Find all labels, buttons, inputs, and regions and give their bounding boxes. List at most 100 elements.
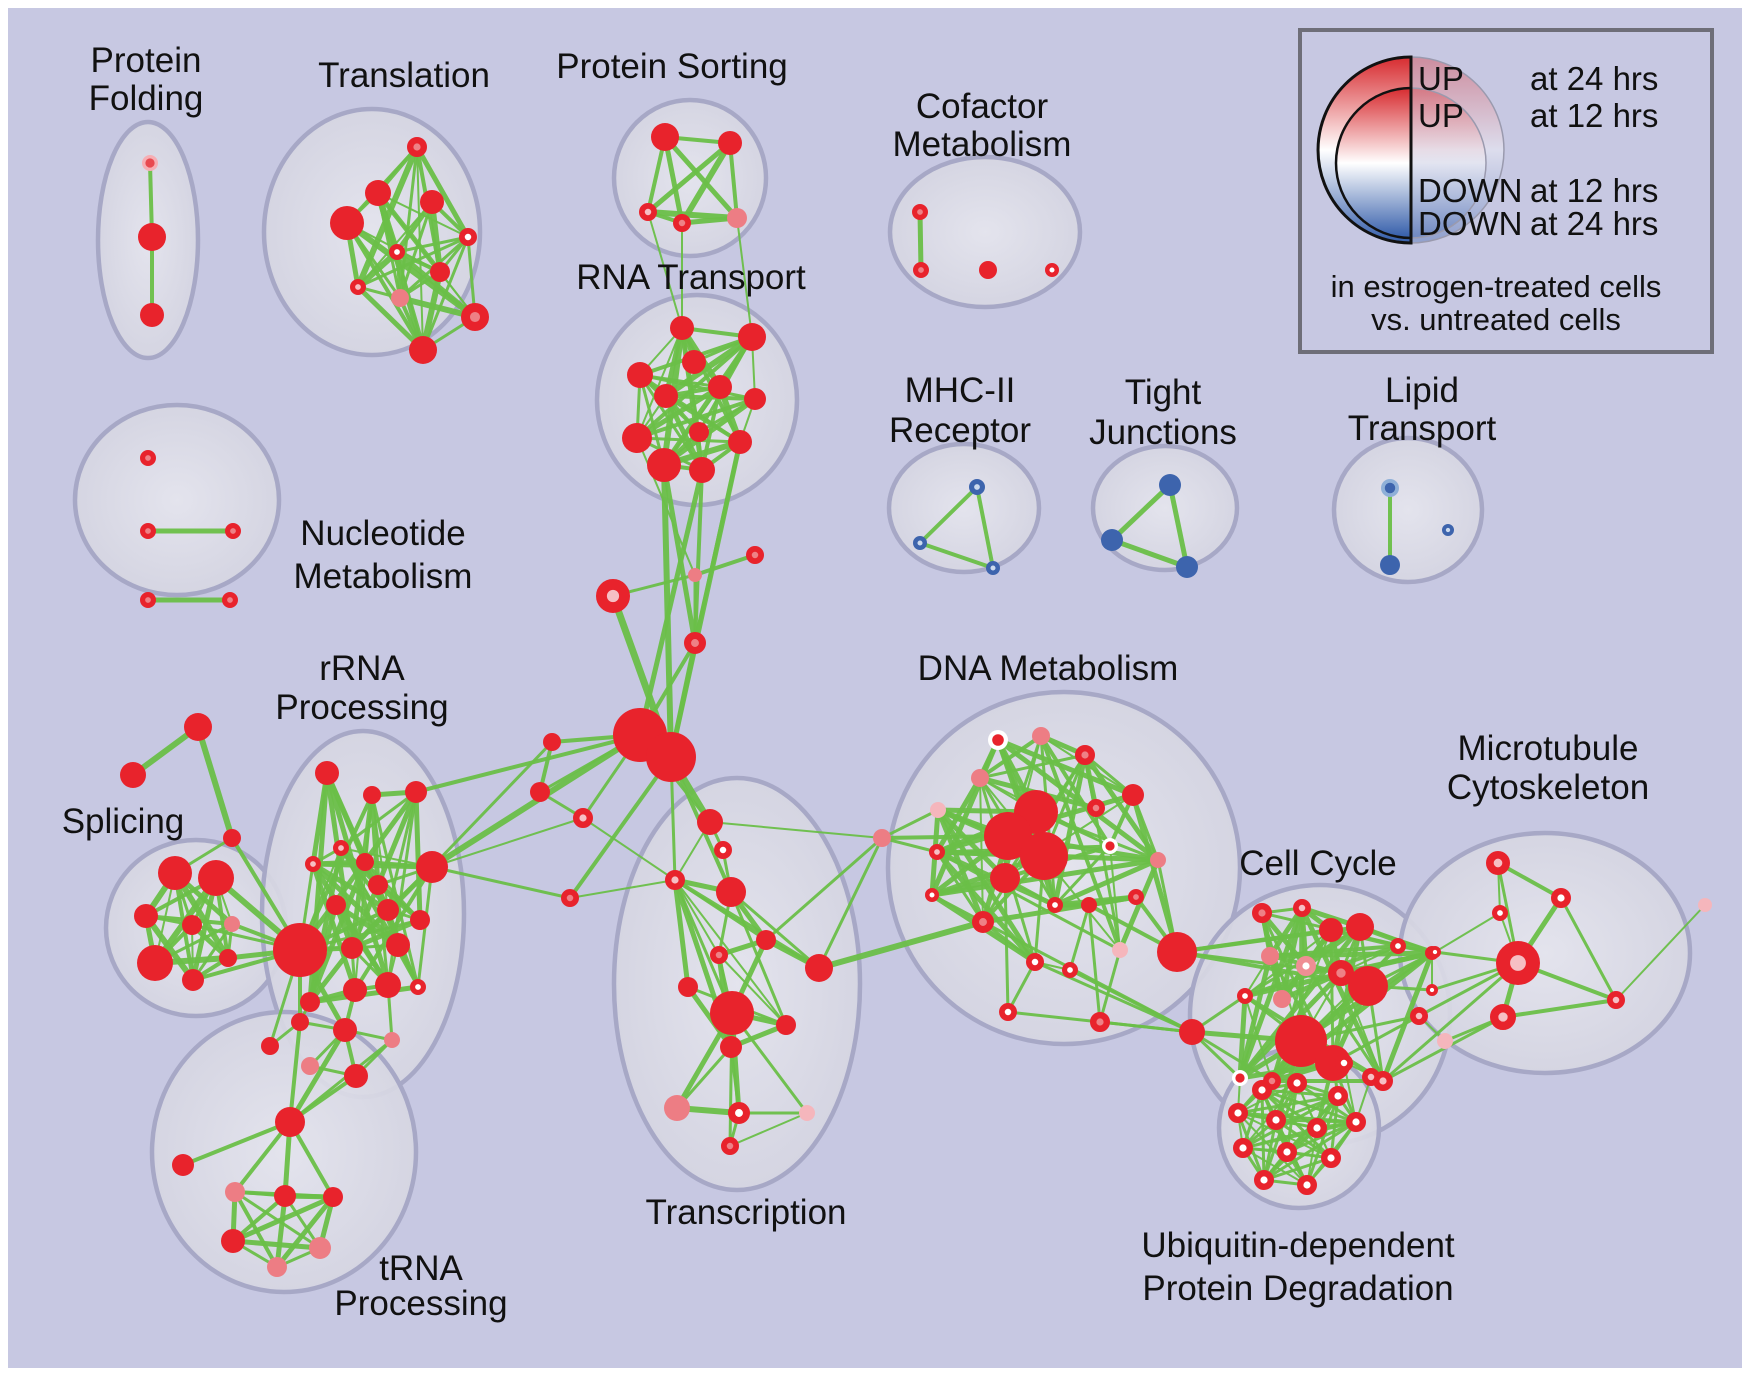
network-edge [729,1112,808,1147]
network-node [1296,1174,1317,1195]
network-node [1157,932,1197,972]
network-edge [370,793,420,989]
network-node [984,812,1032,860]
network-edge [1262,1120,1358,1182]
network-node [139,449,156,466]
network-node [678,977,698,997]
network-node [1227,1102,1248,1123]
network-edge [414,144,471,240]
network-edge [663,334,755,399]
network-node [688,568,702,582]
cluster-ellipse-tight-junctions [1090,443,1240,573]
network-node [267,1257,287,1277]
cluster-ellipse-translation [261,106,483,358]
network-node [924,887,939,902]
network-node [968,478,985,495]
network-node [1105,841,1115,851]
network-nodes [120,123,1712,1277]
network-edge [1381,1015,1505,1083]
network-node [330,206,364,240]
cluster-label-mhc-ii-receptor: MHC-II [905,371,1016,410]
network-node [356,853,374,871]
network-node [368,875,388,895]
network-node [1429,945,1442,958]
network-node [326,895,346,915]
legend-caption: in estrogen-treated cells [1331,269,1662,304]
network-node [664,1095,690,1121]
network-edge [1236,1094,1340,1115]
network-edge [1285,1120,1358,1154]
network-edge [816,919,986,971]
network-node [1261,947,1279,965]
network-edge [1237,953,1273,1081]
network-edge [880,836,939,854]
network-node [1293,899,1312,918]
network-node [1306,1117,1327,1138]
cluster-label-microtubule-cytoskeleton: Cytoskeleton [1447,768,1649,807]
network-node [1251,903,1272,924]
network-node [1150,852,1166,868]
network-edge [918,541,995,570]
network-node [1496,940,1541,985]
cluster-label-cell-cycle: Cell Cycle [1239,844,1397,883]
network-node [727,208,747,228]
network-node [689,422,709,442]
network-node [391,289,409,307]
cluster-ellipse-nucleotide-metabolism [72,402,282,598]
network-edge [356,235,470,289]
cluster-label-trna-processing: tRNA [379,1249,463,1288]
cluster-label-nucleotide-metabolism: Nucleotide [300,514,465,553]
network-edge [975,485,995,570]
network-node [1237,987,1254,1004]
network-node [138,223,166,251]
network-node [990,863,1020,893]
legend-direction-label: DOWN [1418,172,1522,209]
cluster-label-mhc-ii-receptor: Receptor [889,411,1031,450]
network-edge [1190,1030,1274,1083]
network-node [140,303,164,327]
network-edge [1130,792,1180,955]
network-node [799,1105,815,1121]
network-node [721,1137,740,1156]
network-edge [395,235,470,254]
network-node [405,781,427,803]
cluster-label-ubiquitin-degradation: Protein Degradation [1142,1269,1453,1308]
network-edge [1053,844,1112,907]
network-edge [1052,752,1088,908]
network-node [1251,1079,1272,1100]
network-edge [661,396,758,468]
network-node [172,1154,194,1176]
cluster-label-protein-folding: Folding [89,79,204,118]
network-edge [679,140,733,226]
network-edge [568,755,673,900]
network-edge [1098,1020,1194,1034]
network-node [363,786,381,804]
network-node [430,262,450,282]
cluster-ellipse-cofactor-metabolism [887,154,1083,310]
network-node [805,954,833,982]
network-node [274,1185,296,1207]
network-edge [728,141,739,220]
network-node [646,732,696,782]
network-node [300,992,320,1012]
network-node [333,1018,357,1042]
network-node [1081,897,1097,913]
network-node [1327,1085,1348,1106]
network-node [708,375,732,399]
network-node [622,423,652,453]
network-node [911,203,928,220]
network-edge [430,865,572,900]
network-node [1273,990,1291,1008]
network-edge [880,808,940,840]
legend-time-label: at 12 hrs [1530,97,1658,134]
network-node [323,1187,343,1207]
network-edge [582,817,676,881]
network-edge [918,485,979,545]
network-node [639,203,658,222]
network-node [1295,956,1316,977]
network-edge [679,325,705,473]
network-node [273,923,327,977]
network-edge [414,733,642,794]
network-edge [672,877,691,990]
network-node [1319,918,1343,942]
